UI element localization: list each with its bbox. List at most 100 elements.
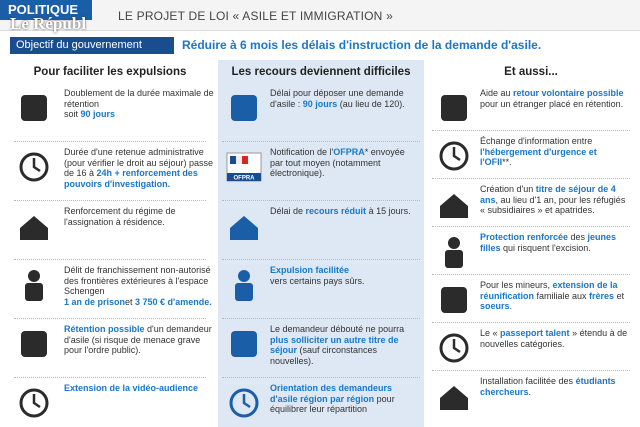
highlight: 3 750 € d'amende. [135, 296, 212, 307]
icon [21, 331, 47, 357]
separator [14, 141, 206, 142]
text: Aide au [480, 88, 514, 98]
text: Pour les mineurs, [480, 280, 553, 290]
separator [222, 318, 420, 319]
text: Délai de [270, 206, 306, 216]
separator [432, 370, 630, 371]
highlight: extension de la réunification [480, 280, 618, 301]
separator [14, 318, 206, 319]
text: (au lieu de 120). [337, 98, 405, 109]
item-text: Le demandeur débouté ne pourra plus soll… [270, 324, 420, 366]
item-text: Installation facilitée des étudiants che… [480, 376, 630, 397]
separator [14, 259, 206, 260]
icon [21, 95, 47, 121]
icon: OFPRA [226, 152, 262, 182]
highlight: Expulsion facilitée [270, 265, 350, 275]
text: et [614, 290, 625, 301]
text: et [125, 296, 136, 307]
item-text: Expulsion facilitée vers certains pays s… [270, 265, 420, 286]
highlight: Rétention possible [64, 324, 145, 334]
item-text: Création d'un titre de séjour de 4 ans, … [480, 184, 630, 216]
text: Doublement de la durée maximale de réten… [64, 88, 214, 109]
text: (sauf circonstances nouvelles). [270, 345, 378, 366]
top-bar [0, 0, 640, 31]
icon [230, 216, 258, 240]
item-text: Délai de recours réduit à 15 jours. [270, 206, 420, 217]
highlight: Protection renforcée [480, 232, 569, 242]
text: vers certains pays sûrs. [270, 275, 365, 286]
text: familiale aux [534, 290, 590, 301]
highlight: 1 an de prison [64, 296, 126, 307]
column-title: Pour faciliter les expulsions [33, 66, 187, 78]
highlight: Extension de la vidéo-audience [64, 383, 199, 393]
icon [439, 141, 469, 171]
text: Notification de l' [270, 147, 334, 157]
highlight: 24h + renforcement des pouvoirs d'invest… [64, 168, 198, 189]
highlight: 90 jours [80, 109, 116, 119]
separator [432, 322, 630, 323]
text: qui risquent l'excision. [500, 242, 591, 253]
highlight: passeport talent [500, 328, 570, 338]
icon [25, 270, 43, 301]
separator [432, 130, 630, 131]
text: Durée d'une retenue administrative (pour… [64, 147, 214, 178]
middle-column-bg [218, 60, 424, 427]
item-text: Orientation des demandeurs d'asile régio… [270, 383, 420, 415]
separator [432, 274, 630, 275]
highlight: Orientation des demandeurs d'asile régio… [270, 383, 393, 404]
text: à 15 jours. [366, 206, 411, 216]
item-text: Protection renforcée des jeunes filles q… [480, 232, 630, 253]
highlight: OFPRA [333, 147, 365, 157]
column-title: Et aussi... [504, 66, 558, 78]
section-tag: POLITIQUE [0, 0, 92, 20]
separator [222, 259, 420, 260]
column-title: Les recours deviennent difficiles [231, 66, 411, 78]
icon [19, 152, 49, 182]
text: d'un demandeur d'asile (si risque de men… [64, 324, 212, 355]
highlight: plus solliciter un autre titre de séjour [270, 334, 399, 356]
column: Pour faciliter les expulsions Doublement … [10, 60, 214, 427]
icon [440, 194, 468, 218]
column: Et aussi... Aide au retour volontaire pos… [428, 60, 634, 427]
separator [222, 141, 420, 142]
text: * envoyée par tout moyen (notamment élec… [270, 147, 405, 178]
highlight: 90 jours [302, 98, 338, 109]
separator [222, 377, 420, 378]
item-text: Pour les mineurs, extension de la réunif… [480, 280, 630, 312]
item-text: Doublement de la durée maximale de réten… [64, 88, 214, 120]
highlight: étudiants chercheurs [480, 376, 616, 397]
item-text: Notification de l'OFPRA* envoyée par tou… [270, 147, 420, 179]
icon [20, 216, 48, 240]
separator [432, 178, 630, 179]
highlight: soeurs [480, 301, 510, 311]
highlight: retour volontaire possible [513, 88, 624, 98]
icon [235, 270, 253, 301]
highlight: recours réduit [305, 206, 367, 216]
text: Installation facilitée des [480, 376, 576, 386]
icon [445, 237, 463, 268]
icon [439, 333, 469, 363]
separator [432, 226, 630, 227]
text: » étendu à de nouvelles catégories. [480, 328, 628, 349]
text: Échange d'information entre [480, 136, 593, 146]
text: des [568, 232, 588, 242]
separator [222, 200, 420, 201]
text: pour équilibrer leur répartition [270, 393, 395, 415]
title: LE PROJET DE LOI « ASILE ET IMMIGRATION … [118, 9, 393, 23]
item-text: Rétention possible d'un demandeur d'asil… [64, 324, 214, 356]
icon [441, 95, 467, 121]
text: . [528, 386, 532, 397]
objective: Réduire à 6 mois les délais d'instructio… [182, 38, 542, 52]
highlight: jeunes filles [480, 232, 617, 253]
text: Création d'un [480, 184, 536, 194]
logo: Le Républ [10, 14, 87, 33]
highlight: frères [589, 290, 615, 301]
icon [19, 388, 49, 418]
objective-label: Objectif du gouvernement [10, 37, 174, 54]
text: pour un étranger placé en rétention. [480, 98, 624, 109]
text: . [509, 301, 513, 311]
item-text: Délai pour déposer une demande d'asile :… [270, 88, 420, 109]
item-text: Le « passeport talent » étendu à de nouv… [480, 328, 630, 349]
text: **. [502, 157, 512, 167]
